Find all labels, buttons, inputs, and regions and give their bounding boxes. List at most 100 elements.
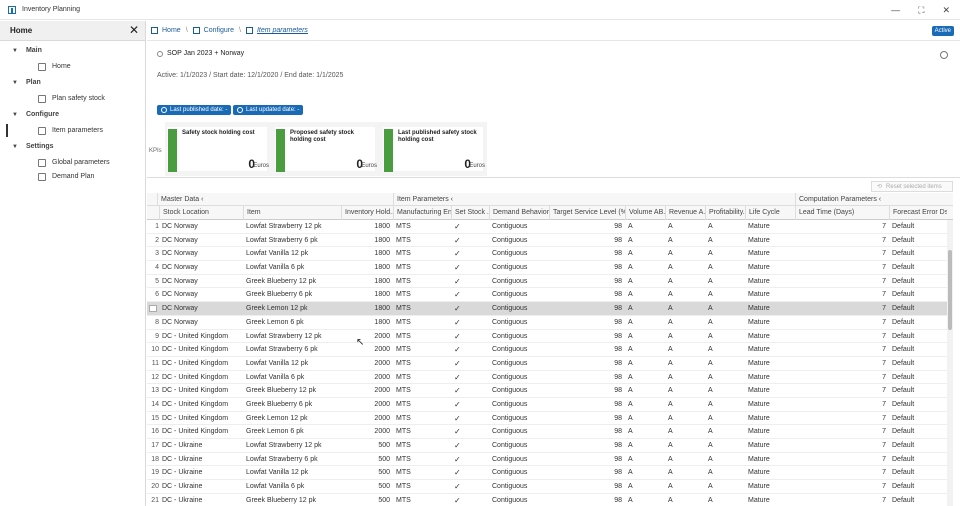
table-cell[interactable]: 98 xyxy=(614,332,622,340)
table-cell[interactable]: 7 xyxy=(882,359,886,367)
table-cell[interactable]: DC - Ukraine xyxy=(162,483,203,491)
table-cell[interactable]: Default xyxy=(892,346,915,354)
table-cell[interactable]: A xyxy=(628,223,633,230)
column-header[interactable]: Stock Location xyxy=(159,206,243,220)
table-cell[interactable]: A xyxy=(708,469,713,477)
column-header[interactable]: Life Cycle xyxy=(745,206,795,220)
table-cell[interactable]: Default xyxy=(892,223,915,230)
table-cell[interactable]: A xyxy=(628,346,633,354)
table-cell[interactable]: MTS xyxy=(396,223,411,230)
table-cell[interactable]: A xyxy=(628,332,633,340)
table-cell[interactable]: 7 xyxy=(882,469,886,477)
table-cell[interactable]: Mature xyxy=(748,305,770,313)
table-cell[interactable]: 2000 xyxy=(374,346,390,354)
table-cell[interactable]: DC - United Kingdom xyxy=(162,428,229,436)
table-row[interactable]: 13 DC - United Kingdom Greek Blueberry 12 … xyxy=(147,384,953,398)
table-row[interactable]: 4 DC Norway Lowfat Vanilla 6 pk 1800 MTS ✓ Con… xyxy=(147,261,953,275)
table-cell[interactable]: 7 xyxy=(882,428,886,436)
table-cell[interactable]: Contiguous xyxy=(492,455,528,463)
table-cell[interactable]: A xyxy=(668,496,673,504)
table-cell[interactable]: Contiguous xyxy=(492,305,528,313)
table-cell[interactable]: Default xyxy=(892,318,915,326)
table-cell[interactable]: Greek Lemon 6 pk xyxy=(246,428,304,436)
table-cell[interactable]: DC - United Kingdom xyxy=(162,332,229,340)
table-cell[interactable]: A xyxy=(668,373,673,381)
table-cell[interactable]: A xyxy=(628,250,633,258)
column-header[interactable]: Set Stock ... xyxy=(451,206,489,220)
table-cell[interactable]: A xyxy=(708,277,713,285)
table-cell[interactable]: 2000 xyxy=(374,332,390,340)
table-cell[interactable]: 1800 xyxy=(374,250,390,258)
sidebar-item-home[interactable]: Home xyxy=(0,60,145,73)
table-cell[interactable]: A xyxy=(668,455,673,463)
table-cell[interactable]: Mature xyxy=(748,359,770,367)
table-cell[interactable]: A xyxy=(668,428,673,436)
check-icon[interactable]: ✓ xyxy=(454,317,461,327)
table-cell[interactable]: Contiguous xyxy=(492,223,528,230)
table-row[interactable]: 19 DC - Ukraine Lowfat Vanilla 12 pk 500 MTS… xyxy=(147,466,953,481)
column-header[interactable]: Revenue A... xyxy=(665,206,705,220)
table-cell[interactable]: 7 xyxy=(882,223,886,230)
table-cell[interactable]: DC Norway xyxy=(162,236,198,244)
table-cell[interactable]: DC Norway xyxy=(162,291,198,299)
table-cell[interactable]: MTS xyxy=(396,250,411,258)
table-cell[interactable]: A xyxy=(628,442,633,449)
table-cell[interactable]: Mature xyxy=(748,496,770,504)
table-cell[interactable]: Lowfat Strawberry 6 pk xyxy=(246,236,318,244)
table-cell[interactable]: 2000 xyxy=(374,414,390,422)
table-row[interactable]: 6 DC Norway Greek Blueberry 6 pk 1800 MTS ✓ Co… xyxy=(147,288,953,303)
check-icon[interactable]: ✓ xyxy=(454,454,461,464)
table-cell[interactable]: MTS xyxy=(396,469,411,477)
table-cell[interactable]: Contiguous xyxy=(492,483,528,491)
table-cell[interactable]: Greek Blueberry 6 pk xyxy=(246,291,313,299)
table-cell[interactable]: Contiguous xyxy=(492,387,528,395)
table-cell[interactable]: Lowfat Vanilla 6 pk xyxy=(246,264,305,272)
table-cell[interactable]: Contiguous xyxy=(492,346,528,354)
sidebar-section-settings[interactable]: ▼ Settings xyxy=(0,140,145,153)
check-icon[interactable]: ✓ xyxy=(454,441,461,450)
table-cell[interactable]: 7 xyxy=(882,236,886,244)
table-row[interactable]: 10 DC - United Kingdom Lowfat Strawberry 6… xyxy=(147,343,953,357)
table-cell[interactable]: 98 xyxy=(614,223,622,230)
check-icon[interactable]: ✓ xyxy=(454,358,461,368)
table-cell[interactable]: A xyxy=(628,387,633,395)
table-cell[interactable]: A xyxy=(668,277,673,285)
table-cell[interactable]: 7 xyxy=(882,318,886,326)
table-cell[interactable]: 2000 xyxy=(374,428,390,436)
column-header[interactable]: Manufacturing En... xyxy=(393,206,451,220)
table-cell[interactable]: MTS xyxy=(396,387,411,395)
sidebar-item-demand-plan[interactable]: Demand Plan xyxy=(0,170,145,183)
table-cell[interactable]: 1800 xyxy=(374,291,390,299)
table-cell[interactable]: DC Norway xyxy=(162,250,198,258)
check-icon[interactable]: ✓ xyxy=(454,249,461,259)
check-icon[interactable]: ✓ xyxy=(454,399,461,409)
table-cell[interactable]: A xyxy=(708,496,713,504)
table-cell[interactable]: Greek Lemon 12 pk xyxy=(246,305,308,313)
table-row[interactable]: 3 DC Norway Lowfat Vanilla 12 pk 1800 MTS ✓ Co… xyxy=(147,247,953,262)
table-row[interactable]: 2 DC Norway Lowfat Strawberry 6 pk 1800 MTS ✓… xyxy=(147,233,953,248)
table-cell[interactable]: A xyxy=(708,428,713,436)
table-cell[interactable]: A xyxy=(708,250,713,258)
table-cell[interactable]: Contiguous xyxy=(492,373,528,381)
close-sidebar-icon[interactable]: ✕ xyxy=(128,23,139,37)
table-cell[interactable]: 98 xyxy=(614,277,622,285)
table-cell[interactable]: Mature xyxy=(748,414,770,422)
table-cell[interactable]: 98 xyxy=(614,414,622,422)
table-cell[interactable]: A xyxy=(628,277,633,285)
last-published-date-pill[interactable]: Last published date: - xyxy=(157,105,232,115)
check-icon[interactable]: ✓ xyxy=(454,222,461,231)
close-window-icon[interactable]: ✕ xyxy=(942,4,950,15)
table-cell[interactable]: Mature xyxy=(748,483,770,491)
check-icon[interactable]: ✓ xyxy=(454,235,461,245)
table-cell[interactable]: 98 xyxy=(614,346,622,354)
table-cell[interactable]: Default xyxy=(892,387,915,395)
table-cell[interactable]: A xyxy=(708,318,713,326)
table-cell[interactable]: A xyxy=(708,400,713,408)
check-icon[interactable]: ✓ xyxy=(454,331,461,341)
breadcrumb-item-parameters[interactable]: Item parameters xyxy=(245,27,308,34)
table-cell[interactable]: Mature xyxy=(748,236,770,244)
table-cell[interactable]: Greek Blueberry 12 pk xyxy=(246,277,317,285)
table-cell[interactable]: MTS xyxy=(396,483,411,491)
table-cell[interactable]: Default xyxy=(892,264,915,272)
table-cell[interactable]: DC Norway xyxy=(162,305,198,313)
